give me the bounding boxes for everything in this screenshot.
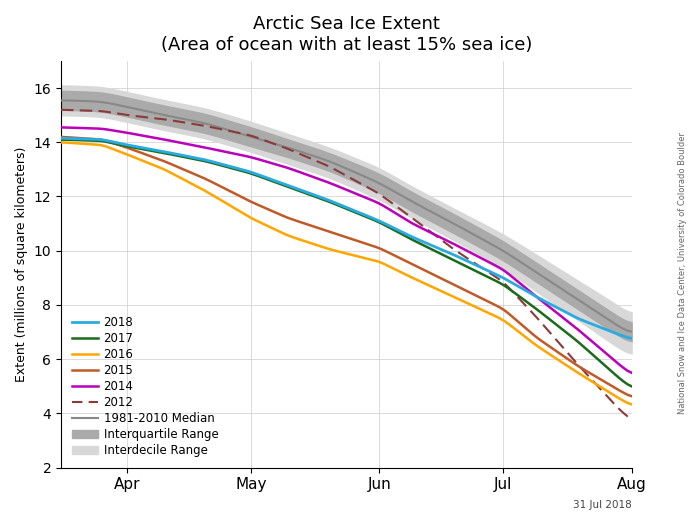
Legend: 2018, 2017, 2016, 2015, 2014, 2012, 1981-2010 Median, Interquartile Range, Inter: 2018, 2017, 2016, 2015, 2014, 2012, 1981… <box>67 312 223 462</box>
Text: 31 Jul 2018: 31 Jul 2018 <box>573 500 631 510</box>
Y-axis label: Extent (millions of square kilometers): Extent (millions of square kilometers) <box>15 146 28 382</box>
Title: Arctic Sea Ice Extent
(Area of ocean with at least 15% sea ice): Arctic Sea Ice Extent (Area of ocean wit… <box>160 15 532 54</box>
Text: National Snow and Ice Data Center, University of Colorado Boulder: National Snow and Ice Data Center, Unive… <box>678 132 687 414</box>
